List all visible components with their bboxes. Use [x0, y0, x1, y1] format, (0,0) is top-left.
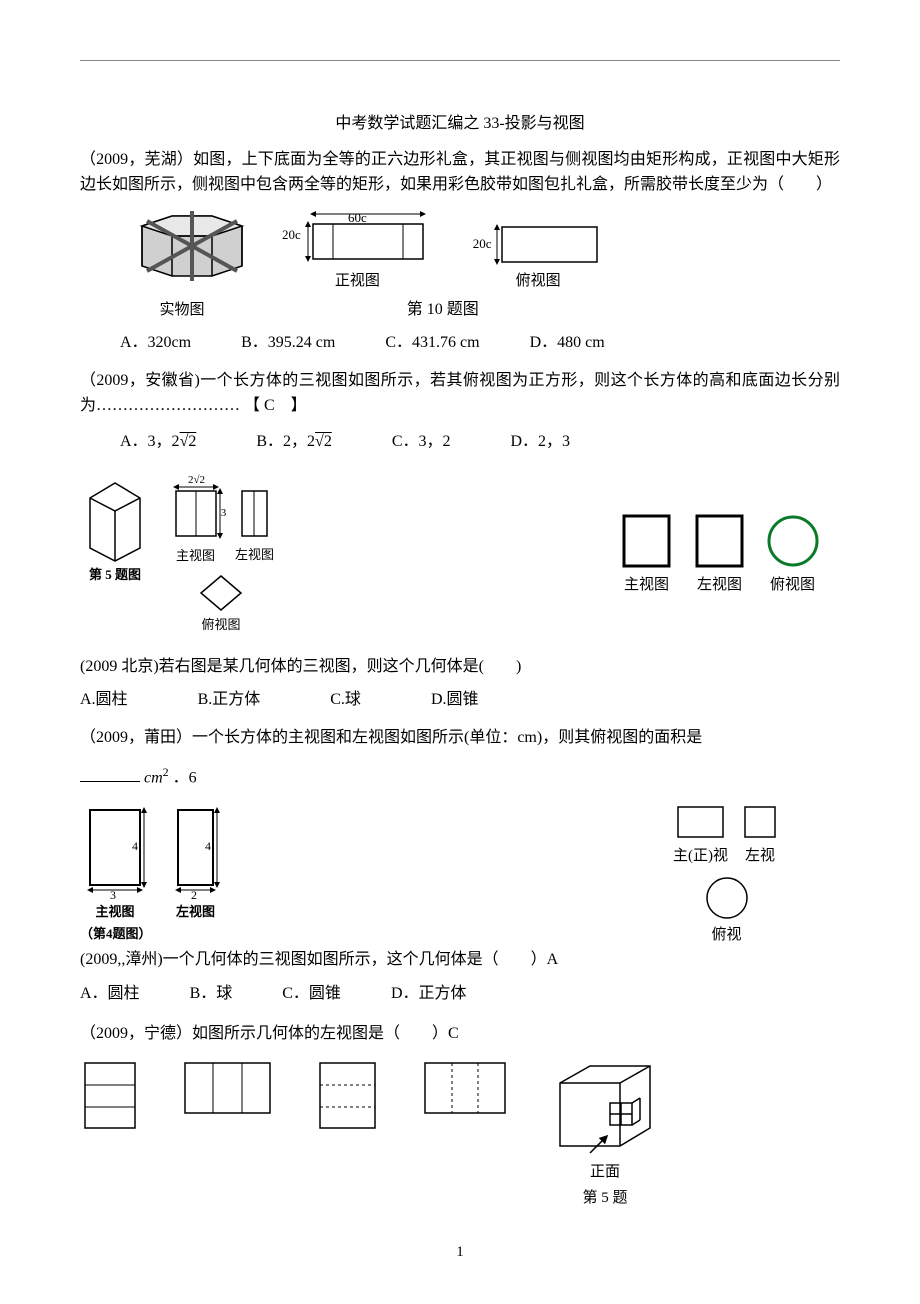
q6-opt-d-fig: [420, 1058, 510, 1118]
q6-opt-b-fig: [180, 1058, 275, 1118]
q1-dim-h: 20c: [282, 225, 301, 246]
q1-options: A．320cm B．395.24 cm C．431.76 cm D．480 cm: [80, 330, 840, 356]
q5-opt-c: C．圆锥: [282, 981, 341, 1007]
q5-opt-b: B．球: [190, 981, 233, 1007]
q2-opt-b: B．2，2√2: [256, 429, 331, 455]
page-number: 1: [80, 1240, 840, 1264]
q2-opt-d: D．2，3: [511, 429, 571, 455]
q1-figures: 实物图 20c: [80, 206, 840, 322]
svg-text:3: 3: [110, 888, 116, 900]
q5-text: (2009,,漳州)一个几何体的三视图如图所示，这个几何体是（ ）A: [80, 947, 840, 973]
q4-caption: （第4题图）: [80, 924, 223, 945]
q1-caption: 第 10 题图: [407, 297, 479, 323]
q1-opt-b: B．395.24 cm: [241, 330, 335, 356]
q1-real-label: 实物图: [159, 298, 204, 322]
q1-dim-w: 60c: [348, 208, 367, 229]
q2-top-view: 俯视图: [196, 573, 246, 636]
q2-fig5-label: 第 5 题图: [89, 565, 141, 586]
q6-opt-c-fig: [315, 1058, 380, 1133]
q5-opt-a: A．圆柱: [80, 981, 140, 1007]
q2-left-view: 左视图: [235, 473, 274, 567]
q6-solid-fig: 正面 第 5 题: [550, 1058, 660, 1210]
q3-text: (2009 北京)若右图是某几何体的三视图，则这个几何体是( ): [80, 654, 840, 680]
hexagon-box-icon: [112, 206, 252, 296]
q2-text: （2009，安徽省)一个长方体的三视图如图所示，若其俯视图为正方形，则这个长方体…: [80, 368, 840, 419]
q1-top-fig: 20c 俯视图: [473, 222, 604, 293]
q1-dim-h2: 20c: [473, 234, 492, 255]
q1-top-label: 俯视图: [516, 269, 561, 293]
q2-opt-c: C．3，2: [392, 429, 451, 455]
q4-left-view: 2 4 左视图: [168, 805, 223, 923]
q1-front-label: 正视图: [335, 269, 380, 293]
q3-options: A.圆柱 B.正方体 C.球 D.圆锥: [80, 687, 840, 713]
q2-options: A．3，2√2 B．2，2√2 C．3，2 D．2，3: [80, 429, 840, 455]
svg-text:4: 4: [132, 839, 138, 853]
q4-main-view: 3 4 主视图: [80, 805, 150, 923]
q1-opt-d: D．480 cm: [530, 330, 605, 356]
q2-main-view: 2√2 3 主视图: [168, 473, 223, 567]
svg-text:2√2: 2√2: [188, 474, 205, 486]
q1-front-fig: 20c 60c 正视图: [282, 206, 433, 293]
q4-answer-line: cm2 ．6: [80, 763, 840, 791]
q5-opt-d: D．正方体: [391, 981, 467, 1007]
q3-opt-d: D.圆锥: [431, 687, 479, 713]
q6-text: （2009，宁德）如图所示几何体的左视图是（ ）C: [80, 1021, 840, 1047]
q3-opt-b: B.正方体: [198, 687, 261, 713]
q6-figures: 正面 第 5 题: [80, 1058, 840, 1210]
q1-text: （2009，芜湖）如图，上下底面为全等的正六边形礼盒，其正视图与侧视图均由矩形构…: [80, 147, 840, 198]
q1-opt-c: C．431.76 cm: [385, 330, 479, 356]
q6-opt-a-fig: [80, 1058, 140, 1133]
q3-opt-a: A.圆柱: [80, 687, 128, 713]
svg-text:4: 4: [205, 839, 211, 853]
header-rule: [80, 60, 840, 61]
q3-right-fig: 主视图 左视图 俯视图: [619, 511, 820, 597]
q3-opt-c: C.球: [330, 687, 361, 713]
q5-options: A．圆柱 B．球 C．圆锥 D．正方体: [80, 981, 840, 1007]
q4-text: （2009，莆田）一个长方体的主视图和左视图如图所示(单位：cm)，则其俯视图的…: [80, 725, 840, 751]
svg-text:2: 2: [191, 888, 197, 900]
q2-cube-fig: 第 5 题图: [80, 473, 150, 586]
q1-real-fig: 实物图: [112, 206, 252, 322]
q1-opt-a: A．320cm: [120, 330, 191, 356]
page-title: 中考数学试题汇编之 33-投影与视图: [80, 111, 840, 137]
q2-opt-a: A．3，2√2: [120, 429, 196, 455]
q5-right-fig: 主(正)视 左视 俯视: [673, 802, 780, 947]
